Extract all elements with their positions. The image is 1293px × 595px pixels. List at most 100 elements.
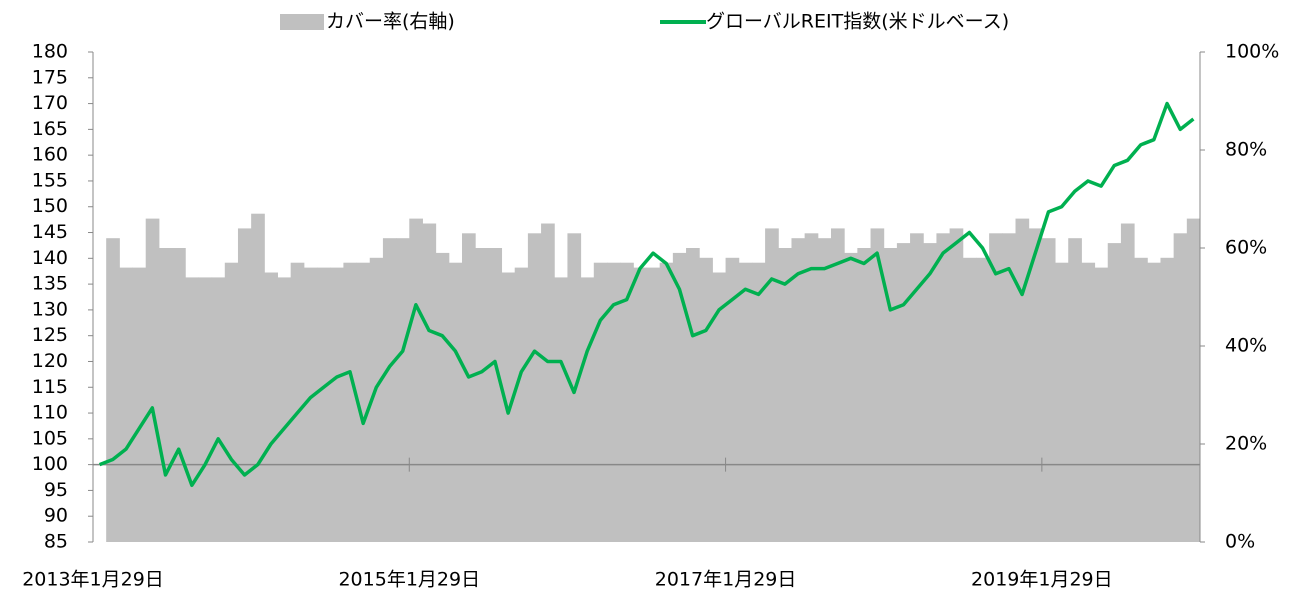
bar: [817, 238, 832, 542]
bar: [751, 262, 766, 542]
bar: [844, 252, 858, 542]
bar: [712, 272, 727, 542]
bar: [145, 218, 160, 542]
bar: [303, 267, 318, 542]
y-tick-label: 170: [32, 92, 68, 114]
y-tick-label: 145: [32, 221, 68, 243]
bar: [343, 262, 358, 542]
bar: [936, 233, 951, 543]
y-tick-label: 135: [32, 273, 68, 295]
bar: [1055, 262, 1069, 542]
bar: [158, 248, 173, 542]
bar: [172, 248, 186, 542]
bar: [422, 223, 437, 542]
bar: [896, 243, 911, 542]
y2-tick-label: 40%: [1225, 335, 1267, 357]
bar: [527, 233, 542, 543]
bar: [738, 262, 753, 542]
bar: [975, 257, 990, 542]
bar: [778, 248, 792, 542]
bar: [106, 238, 120, 542]
y2-tick-label: 20%: [1225, 433, 1267, 455]
x-tick-label: 2017年1月29日: [655, 569, 797, 591]
bar: [132, 267, 147, 542]
bar: [1028, 228, 1043, 542]
y2-tick-label: 100%: [1225, 41, 1279, 63]
bar: [119, 267, 134, 542]
bar: [620, 262, 634, 542]
x-tick-label: 2019年1月29日: [971, 569, 1113, 591]
bar: [435, 252, 450, 542]
bar: [593, 262, 608, 542]
y2-tick-label: 60%: [1225, 237, 1267, 259]
bar: [369, 257, 384, 542]
y-tick-label: 100: [32, 453, 68, 475]
bar: [857, 248, 872, 542]
bar: [514, 267, 529, 542]
bar: [1147, 262, 1161, 542]
bar: [1081, 262, 1096, 542]
bar: [330, 267, 344, 542]
bar: [923, 243, 937, 542]
bar: [646, 267, 661, 542]
bar: [989, 233, 1003, 543]
bar: [1094, 267, 1109, 542]
bar: [1160, 257, 1175, 542]
bar: [1041, 238, 1056, 542]
y-tick-label: 115: [32, 376, 68, 398]
bar: [949, 228, 964, 542]
bar: [462, 233, 476, 543]
bar: [554, 277, 568, 542]
x-tick-label: 2015年1月29日: [338, 569, 480, 591]
bar: [725, 257, 740, 542]
bar: [606, 262, 621, 542]
y-tick-label: 105: [32, 427, 68, 449]
bar: [237, 228, 252, 542]
bar: [1068, 238, 1082, 542]
y-tick-label: 85: [44, 531, 68, 553]
bar: [765, 228, 779, 542]
legend-swatch: [280, 14, 324, 30]
y-tick-label: 180: [32, 41, 68, 63]
bar: [686, 248, 700, 542]
line: [98, 101, 1195, 488]
bar: [883, 248, 898, 542]
x-tick-label: 2013年1月29日: [22, 569, 164, 591]
y-tick-label: 125: [32, 324, 68, 346]
y-tick-label: 90: [44, 505, 68, 527]
bar: [672, 252, 687, 542]
bar: [382, 238, 397, 542]
bar: [475, 248, 489, 542]
bar: [659, 262, 674, 542]
y-tick-label: 140: [32, 247, 68, 269]
legend-label: グローバルREIT指数(米ドルベース): [706, 11, 1009, 33]
bar: [409, 218, 423, 542]
bar: [185, 277, 199, 542]
y-tick-label: 175: [32, 66, 68, 88]
bar: [831, 228, 845, 542]
bar: [277, 277, 292, 542]
bar: [488, 248, 503, 542]
bar: [870, 228, 885, 542]
bar: [264, 272, 278, 542]
bar: [791, 238, 806, 542]
bar: [211, 277, 226, 542]
bar: [1134, 257, 1148, 542]
bar: [1120, 223, 1135, 542]
bar: [1173, 233, 1188, 543]
bar: [699, 257, 713, 542]
bar: [224, 262, 239, 542]
bar: [910, 233, 924, 543]
bar: [541, 223, 555, 542]
y-tick-label: 165: [32, 118, 68, 140]
y-tick-label: 150: [32, 195, 68, 217]
bar: [962, 257, 977, 542]
bar: [290, 262, 305, 542]
bar: [804, 233, 819, 543]
bar: [198, 277, 213, 542]
bar: [1015, 218, 1030, 542]
bar: [1107, 243, 1122, 542]
bar: [580, 277, 595, 542]
bar: [448, 262, 463, 542]
